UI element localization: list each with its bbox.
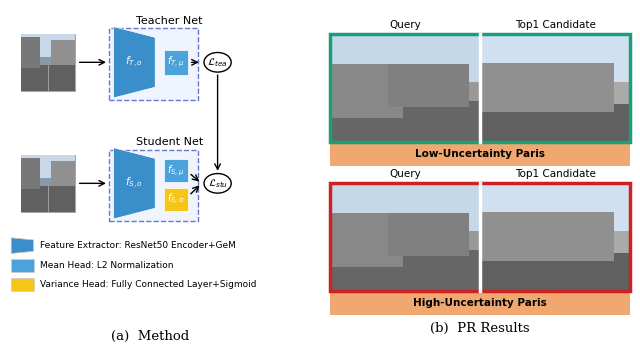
Bar bbox=[330, 33, 479, 83]
Bar bbox=[482, 104, 630, 142]
Text: Low-Uncertainty Paris: Low-Uncertainty Paris bbox=[415, 149, 545, 159]
Polygon shape bbox=[11, 238, 34, 253]
Bar bbox=[482, 33, 630, 83]
Polygon shape bbox=[114, 148, 155, 219]
Bar bbox=[21, 186, 76, 212]
Bar bbox=[330, 291, 630, 315]
Bar bbox=[21, 34, 76, 91]
Polygon shape bbox=[114, 27, 155, 98]
Text: Feature Extractor: ResNet50 Encoder+GeM: Feature Extractor: ResNet50 Encoder+GeM bbox=[40, 241, 236, 250]
Bar bbox=[11, 278, 33, 291]
Text: High-Uncertainty Paris: High-Uncertainty Paris bbox=[413, 298, 547, 308]
Bar bbox=[330, 183, 479, 291]
Text: Top1 Candidate: Top1 Candidate bbox=[515, 20, 596, 30]
Bar bbox=[388, 64, 469, 108]
Text: $\mathcal{L}_{stu}$: $\mathcal{L}_{stu}$ bbox=[207, 177, 228, 190]
Bar bbox=[11, 259, 33, 272]
FancyBboxPatch shape bbox=[109, 150, 198, 221]
Text: Query: Query bbox=[389, 169, 420, 179]
Bar bbox=[164, 159, 188, 182]
Ellipse shape bbox=[204, 52, 231, 72]
Bar bbox=[21, 155, 76, 212]
Bar bbox=[51, 161, 76, 186]
Bar bbox=[21, 34, 76, 57]
Bar bbox=[482, 183, 630, 291]
Bar bbox=[21, 37, 40, 68]
Bar bbox=[482, 212, 614, 261]
Ellipse shape bbox=[204, 174, 231, 193]
Text: $f_{S,\sigma}$: $f_{S,\sigma}$ bbox=[167, 192, 185, 207]
Bar bbox=[482, 253, 630, 291]
Text: $f_{S,\mu}$: $f_{S,\mu}$ bbox=[168, 164, 184, 178]
Bar bbox=[21, 65, 76, 91]
Text: $f_{S,o}$: $f_{S,o}$ bbox=[125, 176, 143, 191]
Text: (b)  PR Results: (b) PR Results bbox=[430, 322, 530, 335]
Text: Query: Query bbox=[389, 20, 420, 30]
Bar bbox=[330, 250, 479, 291]
FancyBboxPatch shape bbox=[109, 28, 198, 100]
Text: $f_{T,o}$: $f_{T,o}$ bbox=[125, 55, 143, 70]
Bar bbox=[330, 142, 630, 166]
Bar bbox=[51, 40, 76, 65]
Bar bbox=[164, 188, 188, 211]
Bar bbox=[330, 183, 479, 231]
Text: Variance Head: Fully Connected Layer+Sigmoid: Variance Head: Fully Connected Layer+Sig… bbox=[40, 280, 257, 289]
Text: Student Net: Student Net bbox=[136, 137, 204, 147]
Bar bbox=[482, 33, 630, 142]
Text: $\mathcal{L}_{tea}$: $\mathcal{L}_{tea}$ bbox=[207, 56, 228, 69]
Bar bbox=[482, 63, 614, 112]
Text: $f_{T,\mu}$: $f_{T,\mu}$ bbox=[168, 55, 184, 69]
Text: Mean Head: L2 Normalization: Mean Head: L2 Normalization bbox=[40, 261, 173, 270]
Text: Teacher Net: Teacher Net bbox=[136, 16, 203, 26]
Bar bbox=[330, 183, 630, 291]
Bar bbox=[164, 50, 188, 75]
Bar bbox=[21, 155, 76, 178]
Bar bbox=[482, 183, 630, 231]
Bar bbox=[330, 213, 403, 267]
Bar bbox=[330, 33, 630, 142]
Text: (a)  Method: (a) Method bbox=[111, 330, 189, 343]
Text: Top1 Candidate: Top1 Candidate bbox=[515, 169, 596, 179]
Bar bbox=[388, 213, 469, 256]
Bar bbox=[330, 33, 479, 142]
Bar bbox=[21, 158, 40, 189]
Bar bbox=[330, 101, 479, 142]
Bar bbox=[330, 64, 403, 118]
